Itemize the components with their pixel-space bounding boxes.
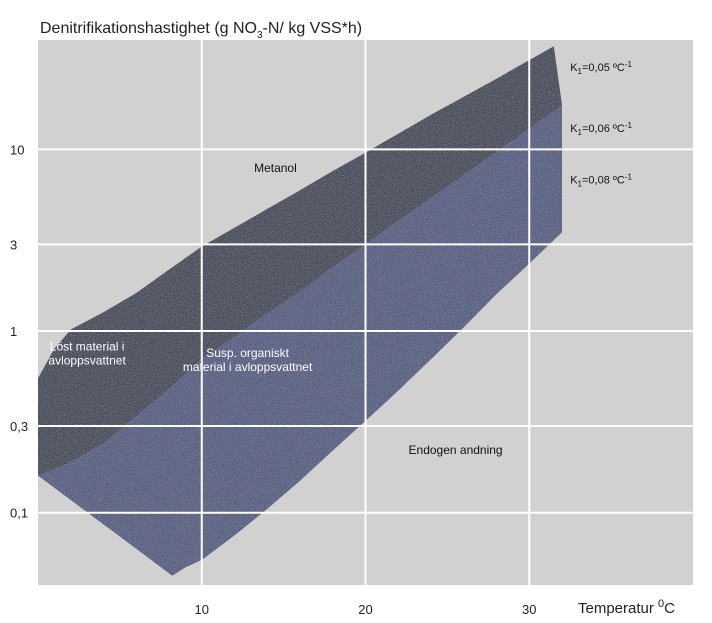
region-label: Susp. organiskt xyxy=(206,346,289,360)
x-axis-label-main: Temperatur xyxy=(578,600,658,617)
k-label: K1=0,06 ºC-1 xyxy=(570,121,632,137)
k-label: K1=0,05 ºC-1 xyxy=(570,60,632,76)
region-label: Löst material i xyxy=(50,340,125,354)
k-label: K1=0,08 ºC-1 xyxy=(570,172,632,188)
region-label: avloppsvattnet xyxy=(48,354,126,368)
x-tick-label: 10 xyxy=(195,602,209,617)
region-label: material i avloppsvattnet xyxy=(183,360,313,374)
x-axis-label-unit: C xyxy=(664,600,675,617)
k-labels: K1=0,05 ºC-1 K1=0,06 ºC-1 K1=0,08 ºC-1 xyxy=(570,60,632,188)
chart-title-main: Denitrifikationshastighet (g NO xyxy=(40,20,257,37)
chart-title: Denitrifikationshastighet (g NO3-N/ kg V… xyxy=(40,20,362,41)
y-axis-ticks: 0,1 0,3 1 3 10 xyxy=(10,142,28,520)
chart-title-sub: 3 xyxy=(257,30,263,41)
region-label: Endogen andning xyxy=(409,443,503,457)
x-axis-label-sup: 0 xyxy=(658,598,664,610)
y-tick-label: 0,3 xyxy=(10,419,28,434)
band-1 xyxy=(38,46,562,476)
x-axis-label: Temperatur 0C xyxy=(578,598,675,617)
grid-lines xyxy=(38,40,693,585)
y-tick-label: 1 xyxy=(10,324,17,339)
shaded-bands xyxy=(38,46,562,576)
x-axis-ticks: 10 20 30 xyxy=(195,602,537,617)
y-tick-label: 10 xyxy=(10,142,24,157)
x-tick-label: 30 xyxy=(522,602,536,617)
y-tick-label: 3 xyxy=(10,237,17,252)
chart-title-rest: -N/ kg VSS*h) xyxy=(263,20,363,37)
x-tick-label: 20 xyxy=(358,602,372,617)
y-tick-label: 0,1 xyxy=(10,506,28,521)
region-label: Metanol xyxy=(254,161,297,175)
band-2 xyxy=(38,105,562,576)
